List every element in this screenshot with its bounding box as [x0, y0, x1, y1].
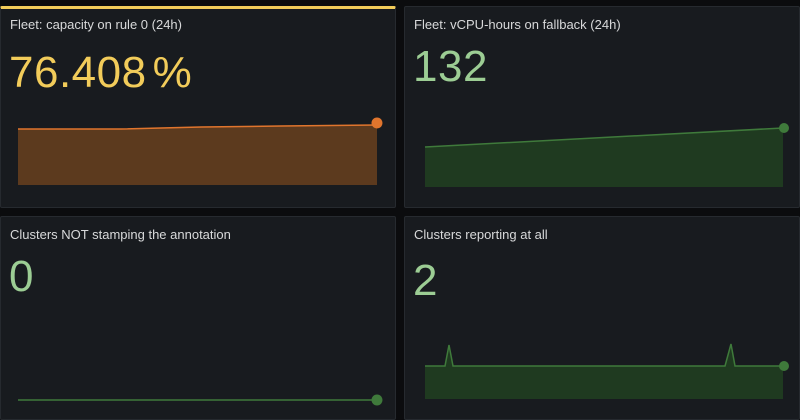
- sparkline-not-stamping: [18, 394, 383, 406]
- sparkline-line: [18, 124, 378, 130]
- sparkline-area: [18, 125, 377, 185]
- stat-number: 2: [413, 256, 438, 305]
- panel-vcpu-hours-fallback[interactable]: Fleet: vCPU-hours on fallback (24h) 132: [404, 6, 800, 208]
- stat-number: 132: [413, 42, 488, 91]
- panel-title[interactable]: Fleet: vCPU-hours on fallback (24h): [414, 17, 621, 32]
- sparkline-endpoint: [779, 361, 789, 371]
- sparkline-capacity: [18, 117, 383, 185]
- stat-value: 132: [413, 45, 488, 89]
- stat-number: 76.408: [9, 48, 147, 97]
- panel-title[interactable]: Clusters NOT stamping the annotation: [10, 227, 231, 242]
- sparkline-vcpu: [424, 123, 789, 187]
- stat-unit: %: [152, 48, 193, 97]
- stat-number: 0: [9, 252, 34, 301]
- sparkline-line: [425, 343, 783, 367]
- panel-title[interactable]: Clusters reporting at all: [414, 227, 548, 242]
- sparkline-line: [424, 127, 784, 148]
- sparkline-endpoint: [779, 123, 789, 133]
- panel-clusters-reporting[interactable]: Clusters reporting at all 2: [404, 216, 800, 420]
- panel-capacity-rule0[interactable]: Fleet: capacity on rule 0 (24h) 76.408%: [0, 6, 396, 208]
- sparkline-area: [425, 344, 783, 399]
- stat-value: 0: [9, 255, 34, 299]
- sparkline-endpoint: [371, 117, 383, 129]
- panel-clusters-not-stamping[interactable]: Clusters NOT stamping the annotation 0: [0, 216, 396, 420]
- stat-value: 76.408%: [9, 51, 192, 95]
- stat-value: 2: [413, 259, 438, 303]
- panel-title[interactable]: Fleet: capacity on rule 0 (24h): [10, 17, 182, 32]
- sparkline-reporting: [425, 343, 789, 399]
- sparkline-endpoint: [371, 394, 383, 406]
